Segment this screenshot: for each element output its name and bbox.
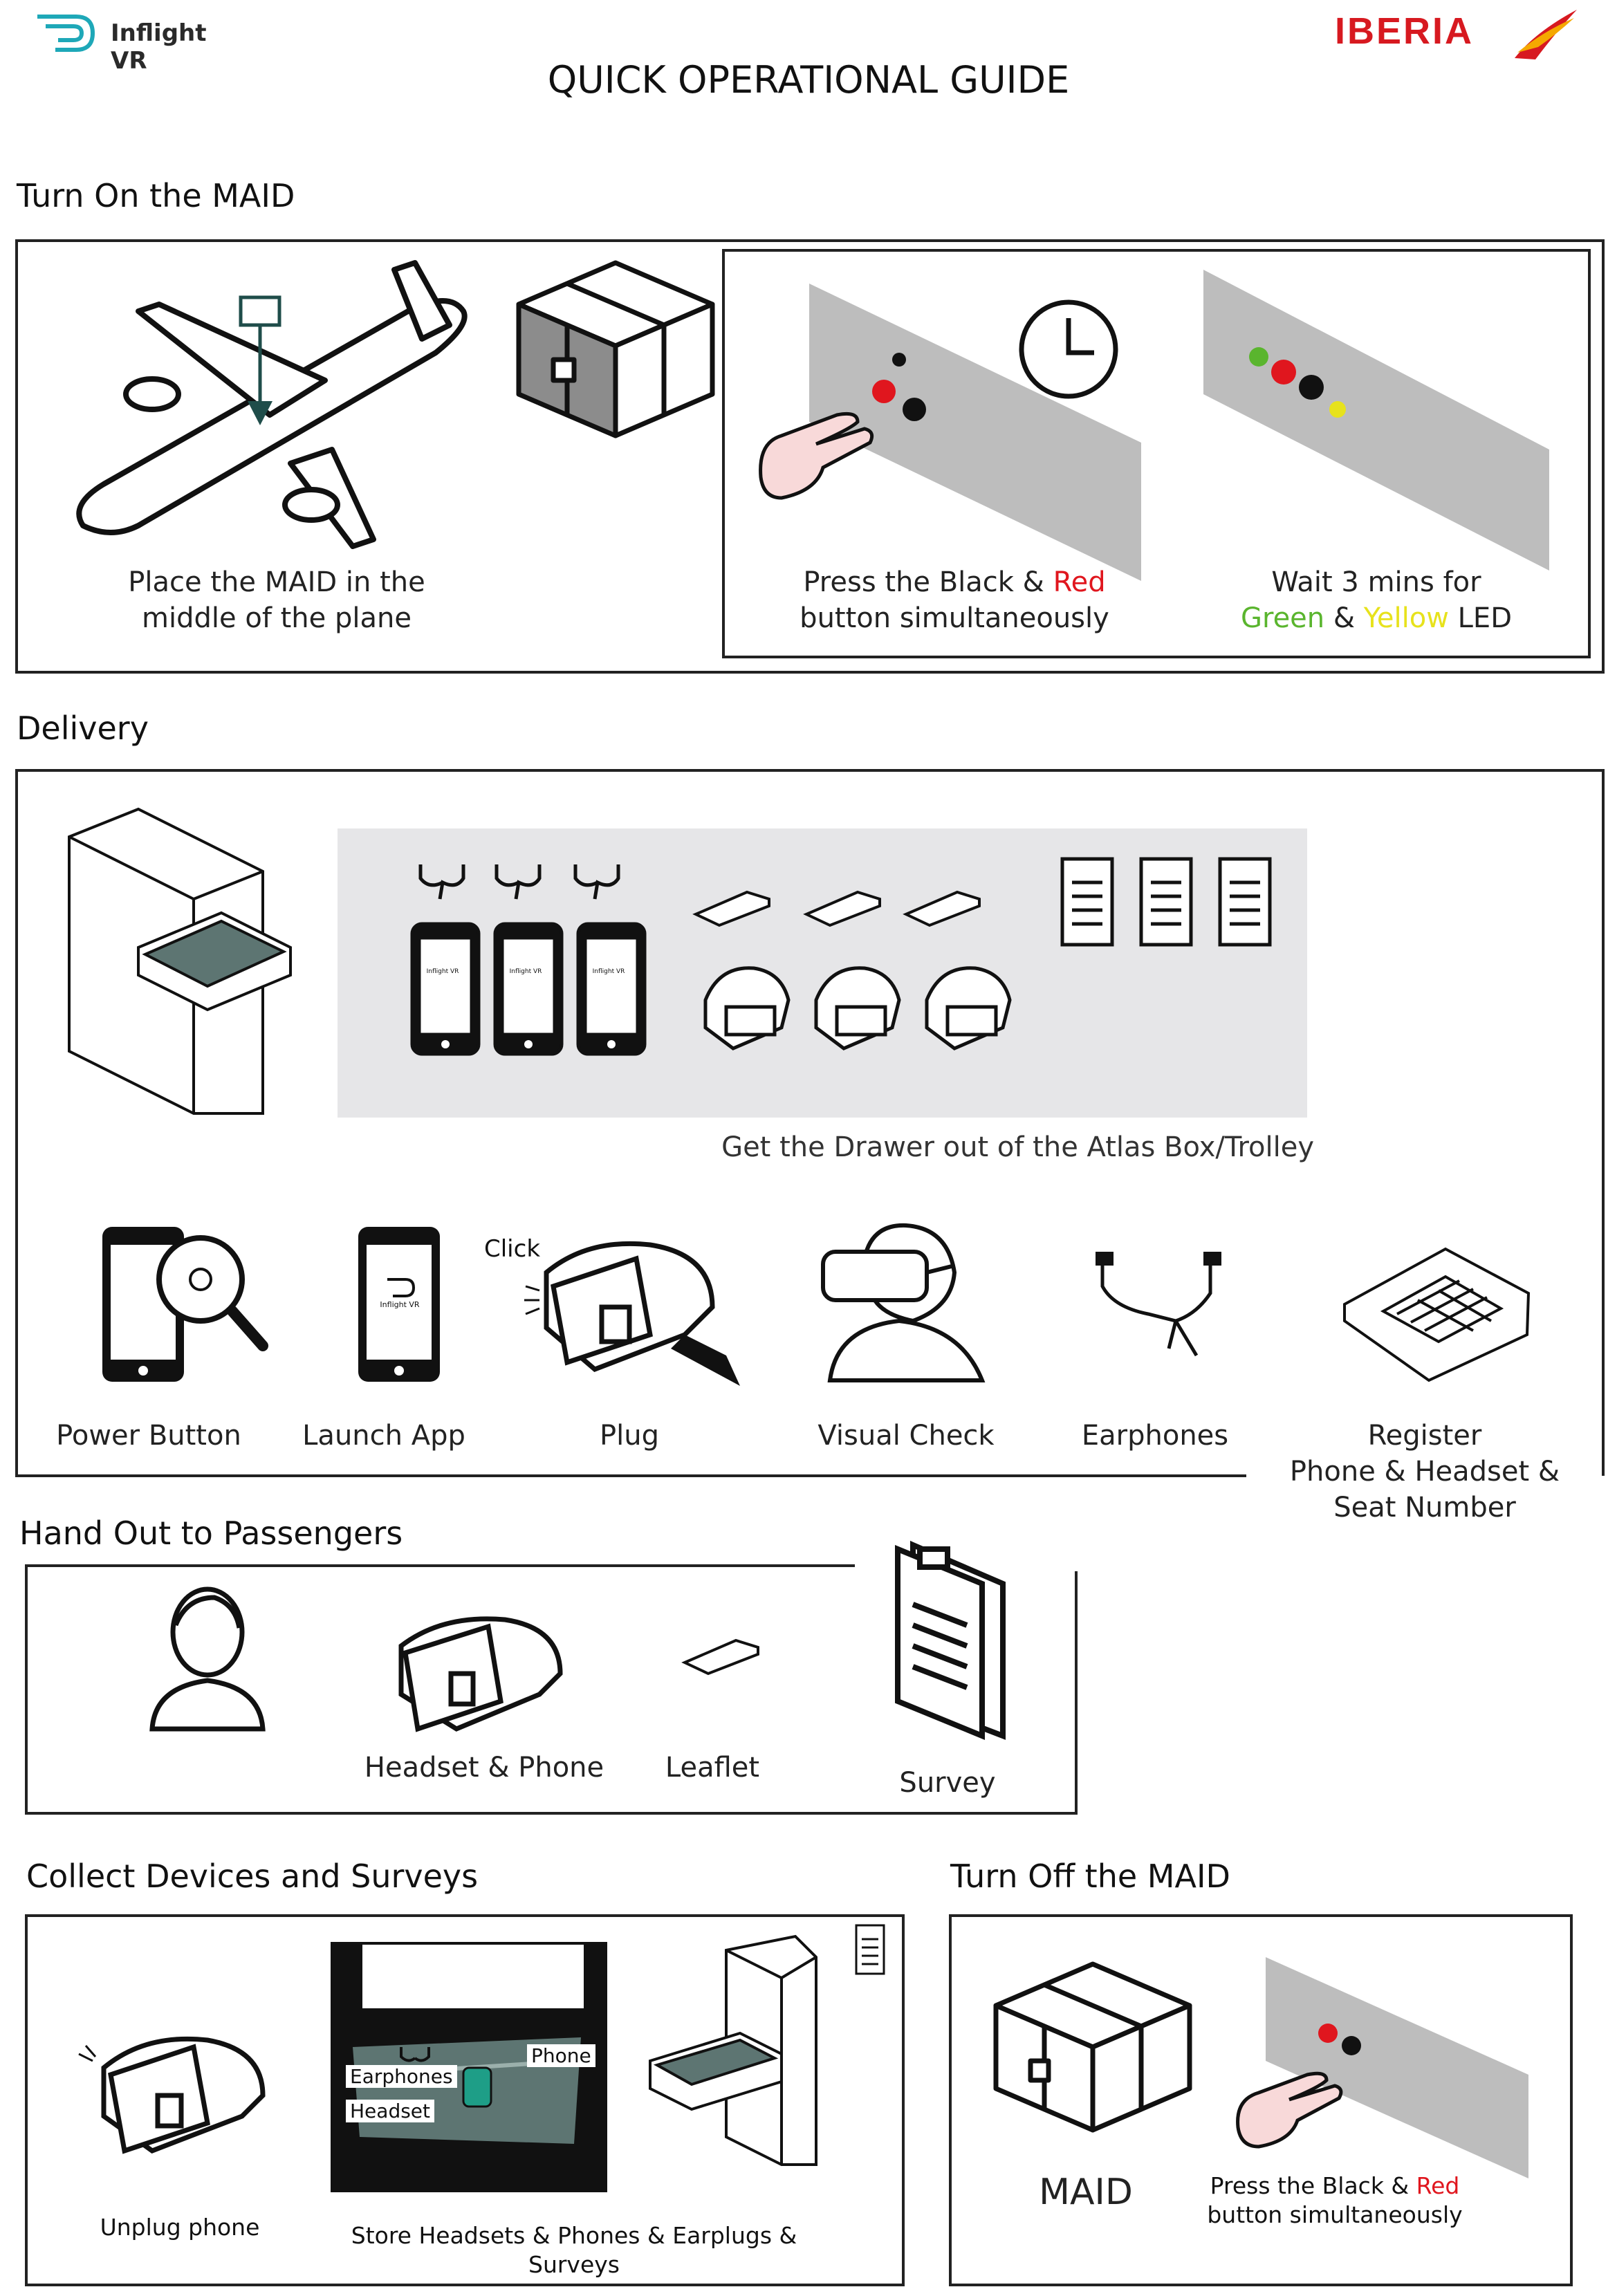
iberia-wing-icon: [1515, 10, 1577, 59]
turn-on-step1-caption: Place the MAID in the middle of the plan…: [83, 564, 470, 636]
delivery-step-visual-check: Visual Check: [817, 1420, 995, 1452]
turn-off-pressing-hand-icon: [1236, 2071, 1343, 2149]
store-devices-label: Store Headsets & Phones & Earplugs & Sur…: [351, 2222, 797, 2278]
handout-survey-label: Survey: [899, 1767, 996, 1799]
maid-placement-arrow-icon: [239, 295, 281, 425]
turn-on-step2-caption: Press the Black & Red button simultaneou…: [761, 564, 1148, 636]
delivery-step-plug: Plug: [600, 1420, 659, 1452]
iberia-logo-text: IBERIA: [1335, 10, 1475, 52]
turn-off-panel: [949, 1914, 1573, 2286]
turn-on-step2-red-word: Red: [1053, 566, 1106, 598]
turn-on-step3-amp: &: [1324, 602, 1364, 634]
handout-survey-clipboard-icon: [895, 1540, 1006, 1740]
phone-screen-label-1: Inflight VR: [426, 968, 459, 975]
phone-screen-label-2: Inflight VR: [509, 968, 542, 975]
delivery-step-power-button: Power Button: [56, 1420, 241, 1452]
delivery-section-title: Delivery: [17, 710, 149, 747]
tray-label-headset: Headset: [346, 2100, 435, 2122]
earphones-icon: [1096, 1252, 1221, 1357]
plug-headset-icon: [524, 1241, 740, 1386]
return-cabinet-icon: [649, 1934, 817, 2166]
page-title: QUICK OPERATIONAL GUIDE: [547, 58, 1070, 102]
inflight-vr-logo-text: Inflight VR: [111, 19, 207, 75]
headsets-set-icon: [703, 966, 1012, 1050]
tray-label-earphones: Earphones: [346, 2065, 457, 2088]
clock-icon: [1019, 299, 1118, 399]
survey-small-icon: [855, 1924, 885, 1975]
register-sheet-icon: [1343, 1247, 1531, 1382]
maid-box-icon: [516, 260, 715, 438]
turn-on-section-title: Turn On the MAID: [17, 177, 295, 214]
turn-on-step2-line1-a: Press the Black &: [803, 566, 1053, 598]
phone-screen-label-3: Inflight VR: [592, 968, 625, 975]
turn-on-step3-green: Green: [1241, 602, 1325, 634]
collect-section-title: Collect Devices and Surveys: [26, 1858, 479, 1895]
launch-app-screen-text: Inflight VR: [380, 1300, 420, 1309]
launch-app-phone-icon: [358, 1227, 440, 1382]
turn-on-panel: [15, 239, 1605, 674]
turn-off-caption: Press the Black & Red button simultaneou…: [1203, 2172, 1466, 2230]
delivery-panel-frame: [15, 769, 1605, 1477]
register-line1: Register: [1367, 1420, 1482, 1452]
passenger-icon: [149, 1586, 266, 1732]
airplane-icon: [76, 260, 468, 549]
unplug-headset-icon: [78, 2036, 266, 2154]
turn-off-maid-box-icon: [993, 1961, 1192, 2133]
earphones-set-icon: [418, 864, 620, 900]
turn-on-step2-line2: button simultaneously: [800, 602, 1109, 634]
drawer-caption: Get the Drawer out of the Atlas Box/Trol…: [721, 1131, 1314, 1163]
inflight-vr-logo-mark-icon: [37, 15, 95, 52]
hand-out-panel-frame: [25, 1564, 1078, 1815]
delivery-step-earphones: Earphones: [1081, 1420, 1229, 1452]
register-line3: Seat Number: [1333, 1492, 1516, 1524]
collect-panel: [25, 1914, 905, 2286]
tray-label-phone: Phone: [527, 2044, 595, 2067]
turn-on-step2-line1: Press the Black & Red: [761, 564, 1148, 600]
turn-on-buttons-subpanel: [722, 249, 1591, 658]
control-panel-black-red-icon: [809, 284, 1141, 581]
handout-headset-phone-icon: [398, 1616, 563, 1732]
pressing-hand-icon: [759, 411, 874, 500]
leaflets-set-icon: [692, 890, 981, 927]
turn-on-step3-led: LED: [1448, 602, 1512, 634]
turn-on-step3-line1: Wait 3 mins for: [1271, 566, 1481, 598]
turn-off-line1-a: Press the Black &: [1210, 2172, 1416, 2199]
turn-off-line2: button simultaneously: [1207, 2201, 1463, 2228]
turn-on-step3-caption: Wait 3 mins for Green & Yellow LED: [1190, 564, 1563, 636]
turn-on-step3-line2: Green & Yellow LED: [1190, 600, 1563, 636]
visual-check-person-icon: [821, 1223, 986, 1382]
iberia-logo: IBERIA: [1335, 4, 1584, 66]
power-button-icon: [102, 1227, 268, 1382]
turn-on-step1-line1: Place the MAID in the: [128, 566, 425, 598]
maid-label: MAID: [1039, 2172, 1133, 2213]
turn-on-step3-yellow: Yellow: [1363, 602, 1449, 634]
register-line2: Phone & Headset &: [1289, 1456, 1560, 1488]
handout-leaflet-label: Leaflet: [665, 1752, 760, 1784]
handout-leaflet-icon: [681, 1638, 759, 1676]
turn-off-red-word: Red: [1416, 2172, 1460, 2199]
turn-on-step1-line2: middle of the plane: [142, 602, 412, 634]
unplug-phone-label: Unplug phone: [100, 2214, 260, 2241]
click-label: Click: [484, 1235, 541, 1263]
turn-off-control-panel-icon: [1266, 1957, 1528, 2178]
delivery-step-register: Register Phone & Headset & Seat Number: [1273, 1418, 1577, 1526]
handout-headset-phone-label: Headset & Phone: [364, 1752, 604, 1784]
phones-set-icon: [410, 922, 647, 1056]
delivery-step-launch-app: Launch App: [302, 1420, 465, 1452]
atlas-trolley-cabinet-icon: [68, 807, 292, 1115]
inflight-vr-logo: Inflight VR: [35, 10, 242, 75]
storage-drawer-top: [360, 1942, 586, 2011]
surveys-set-icon: [1060, 857, 1272, 947]
turn-off-section-title: Turn Off the MAID: [950, 1858, 1230, 1895]
control-panel-led-icon: [1203, 270, 1549, 571]
hand-out-section-title: Hand Out to Passengers: [19, 1515, 403, 1552]
turn-off-line1: Press the Black & Red: [1203, 2172, 1466, 2201]
